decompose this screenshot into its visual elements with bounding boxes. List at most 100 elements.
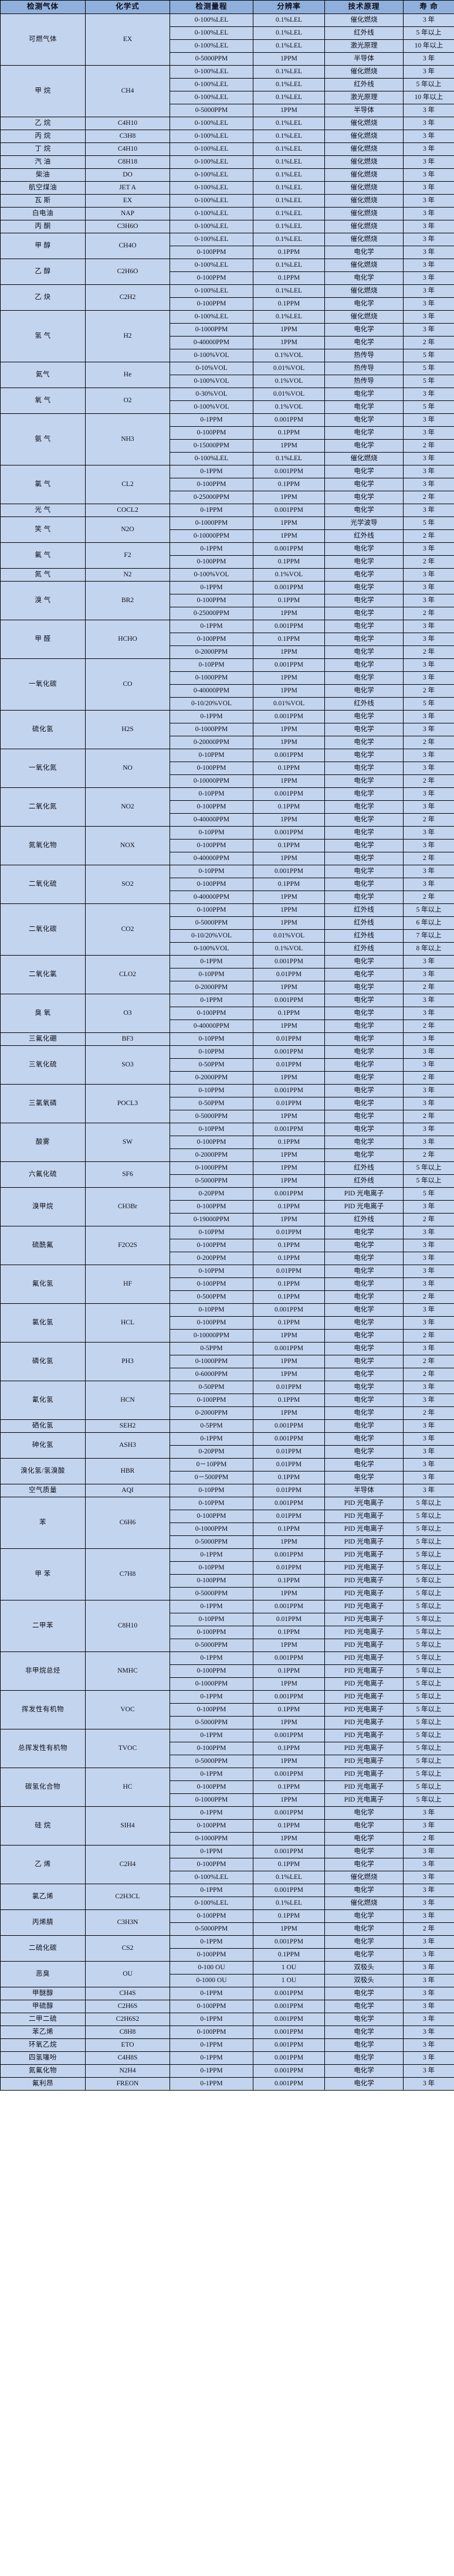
- gas-name-cell: 硅 烷: [0, 1806, 86, 1846]
- detection-range-cell: 0-50PPM: [170, 1097, 253, 1110]
- detection-range-cell: 0-100PPM: [170, 1574, 253, 1588]
- technology-cell: 电化学: [324, 1071, 404, 1085]
- lifetime-cell: 3 年: [403, 1806, 454, 1820]
- technology-cell: 电化学: [324, 787, 404, 801]
- lifetime-cell: 3 年: [403, 388, 454, 401]
- lifetime-cell: 5 年: [403, 400, 454, 414]
- lifetime-cell: 3 年: [403, 117, 454, 130]
- technology-cell: 电化学: [324, 568, 404, 582]
- lifetime-cell: 3 年: [403, 220, 454, 233]
- resolution-cell: 1PPM: [253, 852, 325, 865]
- lifetime-cell: 2 年: [403, 439, 454, 453]
- technology-cell: 电化学: [324, 1045, 404, 1059]
- lifetime-cell: 3 年: [403, 297, 454, 311]
- detection-range-cell: 0-100PPM: [170, 1780, 253, 1794]
- resolution-cell: 0.01PPM: [253, 1510, 325, 1523]
- resolution-cell: 1PPM: [253, 1755, 325, 1768]
- gas-name-cell: 丙 烷: [0, 130, 86, 143]
- gas-name-cell: 白电油: [0, 207, 86, 220]
- resolution-cell: 0.001PPM: [253, 1045, 325, 1059]
- lifetime-cell: 5 年以上: [403, 1626, 454, 1639]
- lifetime-cell: 3 年: [403, 1058, 454, 1072]
- lifetime-cell: 3 年: [403, 594, 454, 607]
- table-row: 碳氢化合物 HC 0-1PPM 0.001PPM PID 光电离子 5 年以上: [0, 1768, 454, 1807]
- lifetime-cell: 3 年: [403, 787, 454, 801]
- lifetime-cell: 3 年: [403, 1871, 454, 1884]
- detection-range-cell: 0-10PPM: [170, 1045, 253, 1059]
- resolution-cell: 0.001PPM: [253, 1123, 325, 1136]
- table-row: 硫酰氟 F2O2S 0-10PPM 0.01PPM 电化学 3 年: [0, 1226, 454, 1265]
- table-row: 甲 苯 C7H8 0-1PPM 0.001PPM PID 光电离子 5 年以上: [0, 1548, 454, 1600]
- resolution-cell: 1PPM: [253, 981, 325, 994]
- resolution-cell: 1PPM: [253, 323, 325, 337]
- lifetime-cell: 3 年: [403, 271, 454, 285]
- detection-range-cell: 0-5000PPM: [170, 1922, 253, 1936]
- lifetime-cell: 5 年以上: [403, 1677, 454, 1691]
- technology-cell: 电化学: [324, 1342, 404, 1355]
- chemical-formula-cell: C8H10: [85, 1600, 170, 1652]
- lifetime-cell: 8 年以上: [403, 942, 454, 956]
- detection-range-cell: 0-100PPM: [170, 1510, 253, 1523]
- technology-cell: 红外线: [324, 78, 404, 91]
- detection-range-cell: 0-1PPM: [170, 413, 253, 427]
- gas-name-cell: 二氧化碳: [0, 903, 86, 956]
- lifetime-cell: 5 年以上: [403, 1600, 454, 1613]
- table-row: 0-100PPM 0.1PPM 电化学 3 年: [1, 1239, 454, 1252]
- chemical-formula-cell: NO2: [85, 787, 170, 827]
- detection-range-cell: 0-100PPM: [170, 271, 253, 285]
- detection-range-cell: 0-20000PPM: [170, 736, 253, 749]
- resolution-cell: 0.01PPM: [253, 1097, 325, 1110]
- resolution-cell: 0.1%LEL: [253, 26, 325, 40]
- lifetime-cell: 3 年: [403, 2051, 454, 2065]
- detection-range-cell: 0-100 OU: [170, 1961, 253, 1975]
- resolution-cell: 0.1PPM: [253, 1819, 325, 1833]
- resolution-cell: 1PPM: [253, 1832, 325, 1846]
- resolution-cell: 0.01%VOL: [253, 929, 325, 943]
- resolution-cell: 0.001PPM: [253, 1729, 325, 1742]
- gas-name-cell: 氯乙烯: [0, 1884, 86, 1910]
- table-row: 甲 醇 CH4O 0-100%LEL 0.1%LEL 催化燃烧 3 年: [0, 233, 454, 259]
- technology-cell: 电化学: [324, 1432, 404, 1446]
- detection-range-cell: 0-100%VOL: [170, 400, 253, 414]
- resolution-cell: 1PPM: [253, 1355, 325, 1368]
- table-row: 0-1000PPM 1PPM 电化学 3 年: [1, 723, 454, 736]
- chemical-formula-cell: N2O: [85, 516, 170, 543]
- resolution-cell: 0.1PPM: [253, 1780, 325, 1794]
- technology-cell: PID 光电离子: [324, 1523, 404, 1536]
- detection-range-cell: 0-25000PPM: [170, 491, 253, 504]
- detection-range-cell: 0-1PPM: [170, 1690, 253, 1704]
- detection-range-cell: 0-100PPM: [170, 1909, 253, 1923]
- technology-cell: 红外线: [324, 1161, 404, 1175]
- lifetime-cell: 2 年: [403, 1213, 454, 1226]
- resolution-cell: 0.01PPM: [253, 1058, 325, 1072]
- detection-range-cell: 0-100%LEL: [170, 142, 253, 156]
- gas-name-cell: 柴油: [0, 168, 86, 182]
- lifetime-cell: 5 年以上: [403, 1548, 454, 1562]
- table-row: 0-1000PPM 1PPM 电化学 3 年: [1, 323, 454, 337]
- chemical-formula-cell: AQI: [85, 1484, 170, 1497]
- technology-cell: 电化学: [324, 1406, 404, 1420]
- lifetime-cell: 2 年: [403, 1406, 454, 1420]
- detection-range-cell: 0-40000PPM: [170, 336, 253, 349]
- table-row: 0-100PPM 0.1PPM 电化学 3 年: [1, 271, 454, 285]
- resolution-cell: 0.001PPM: [253, 542, 325, 556]
- table-row: 六氟化硫 SF6 0-1000PPM 1PPM 红外线 5 年以上: [0, 1161, 454, 1188]
- chemical-formula-cell: SO3: [85, 1045, 170, 1085]
- table-row: 0-5000PPM 1PPM PID 光电离子 5 年以上: [1, 1755, 454, 1768]
- table-row: 0-10000PPM 1PPM 电化学 2 年: [1, 774, 454, 788]
- detection-range-cell: 0-5000PPM: [170, 916, 253, 930]
- table-row: 甲 烷 CH4 0-100%LEL 0.1%LEL 催化燃烧 3 年: [0, 65, 454, 117]
- detection-range-cell: 0-5000PPM: [170, 1174, 253, 1188]
- resolution-cell: 0.001PPM: [253, 620, 325, 633]
- resolution-cell: 0.1PPM: [253, 762, 325, 775]
- lifetime-cell: 5 年以上: [403, 1690, 454, 1704]
- table-row: 恶臭 OU 0-100 OU 1 OU 双极头 3 年: [0, 1961, 454, 1987]
- table-row: 氦气 He 0-10%VOL 0.01%VOL 热传导 5 年: [0, 362, 454, 388]
- lifetime-cell: 3 年: [403, 413, 454, 427]
- resolution-cell: 0.001PPM: [253, 1187, 325, 1201]
- resolution-cell: 0.1PPM: [253, 1471, 325, 1484]
- technology-cell: 电化学: [324, 994, 404, 1007]
- chemical-formula-cell: BF3: [85, 1032, 170, 1046]
- table-row: 乙 烯 C2H4 0-1PPM 0.001PPM 电化学 3 年: [0, 1845, 454, 1884]
- table-row: 0-100%LEL 0.1%LEL 红外线 5 年以上: [1, 26, 454, 40]
